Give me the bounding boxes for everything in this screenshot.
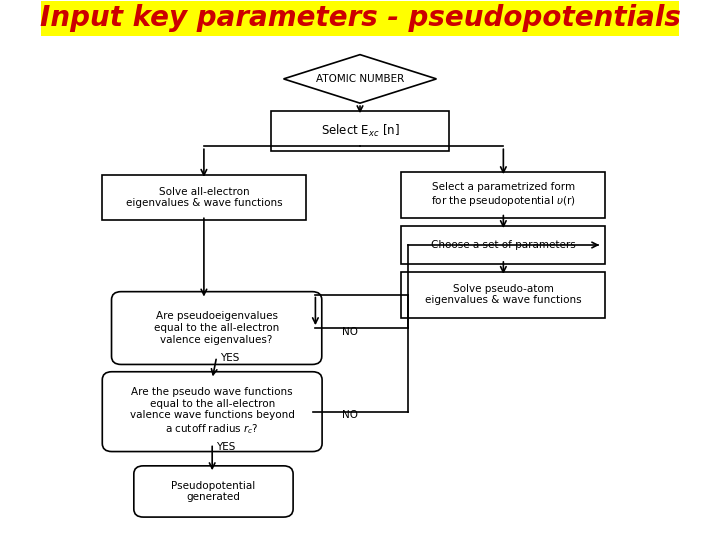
FancyBboxPatch shape bbox=[102, 372, 322, 451]
FancyBboxPatch shape bbox=[402, 172, 606, 218]
FancyBboxPatch shape bbox=[42, 1, 678, 36]
Text: Are the pseudo wave functions
equal to the all-electron
valence wave functions b: Are the pseudo wave functions equal to t… bbox=[130, 387, 294, 436]
FancyBboxPatch shape bbox=[134, 466, 293, 517]
Text: Choose a set of parameters: Choose a set of parameters bbox=[431, 240, 576, 250]
Text: Are pseudoeigenvalues
equal to the all-electron
valence eigenvalues?: Are pseudoeigenvalues equal to the all-e… bbox=[154, 312, 279, 345]
FancyBboxPatch shape bbox=[402, 226, 606, 265]
Text: ATOMIC NUMBER: ATOMIC NUMBER bbox=[316, 74, 404, 84]
Text: Select E$_{xc}$ [n]: Select E$_{xc}$ [n] bbox=[320, 123, 400, 139]
FancyBboxPatch shape bbox=[112, 292, 322, 364]
Text: NO: NO bbox=[343, 410, 359, 420]
Text: Input key parameters - pseudopotentials: Input key parameters - pseudopotentials bbox=[40, 4, 680, 32]
FancyBboxPatch shape bbox=[102, 174, 306, 220]
Text: NO: NO bbox=[343, 327, 359, 338]
Text: YES: YES bbox=[217, 442, 236, 451]
Text: Select a parametrized form
for the pseudopotential $\upsilon$(r): Select a parametrized form for the pseud… bbox=[431, 182, 576, 208]
Polygon shape bbox=[284, 55, 436, 103]
Text: Solve all-electron
eigenvalues & wave functions: Solve all-electron eigenvalues & wave fu… bbox=[125, 187, 282, 208]
Text: Solve pseudo-atom
eigenvalues & wave functions: Solve pseudo-atom eigenvalues & wave fun… bbox=[425, 284, 582, 306]
FancyBboxPatch shape bbox=[402, 272, 606, 318]
Text: YES: YES bbox=[220, 353, 239, 363]
FancyBboxPatch shape bbox=[271, 111, 449, 151]
Text: Pseudopotential
generated: Pseudopotential generated bbox=[171, 481, 256, 502]
